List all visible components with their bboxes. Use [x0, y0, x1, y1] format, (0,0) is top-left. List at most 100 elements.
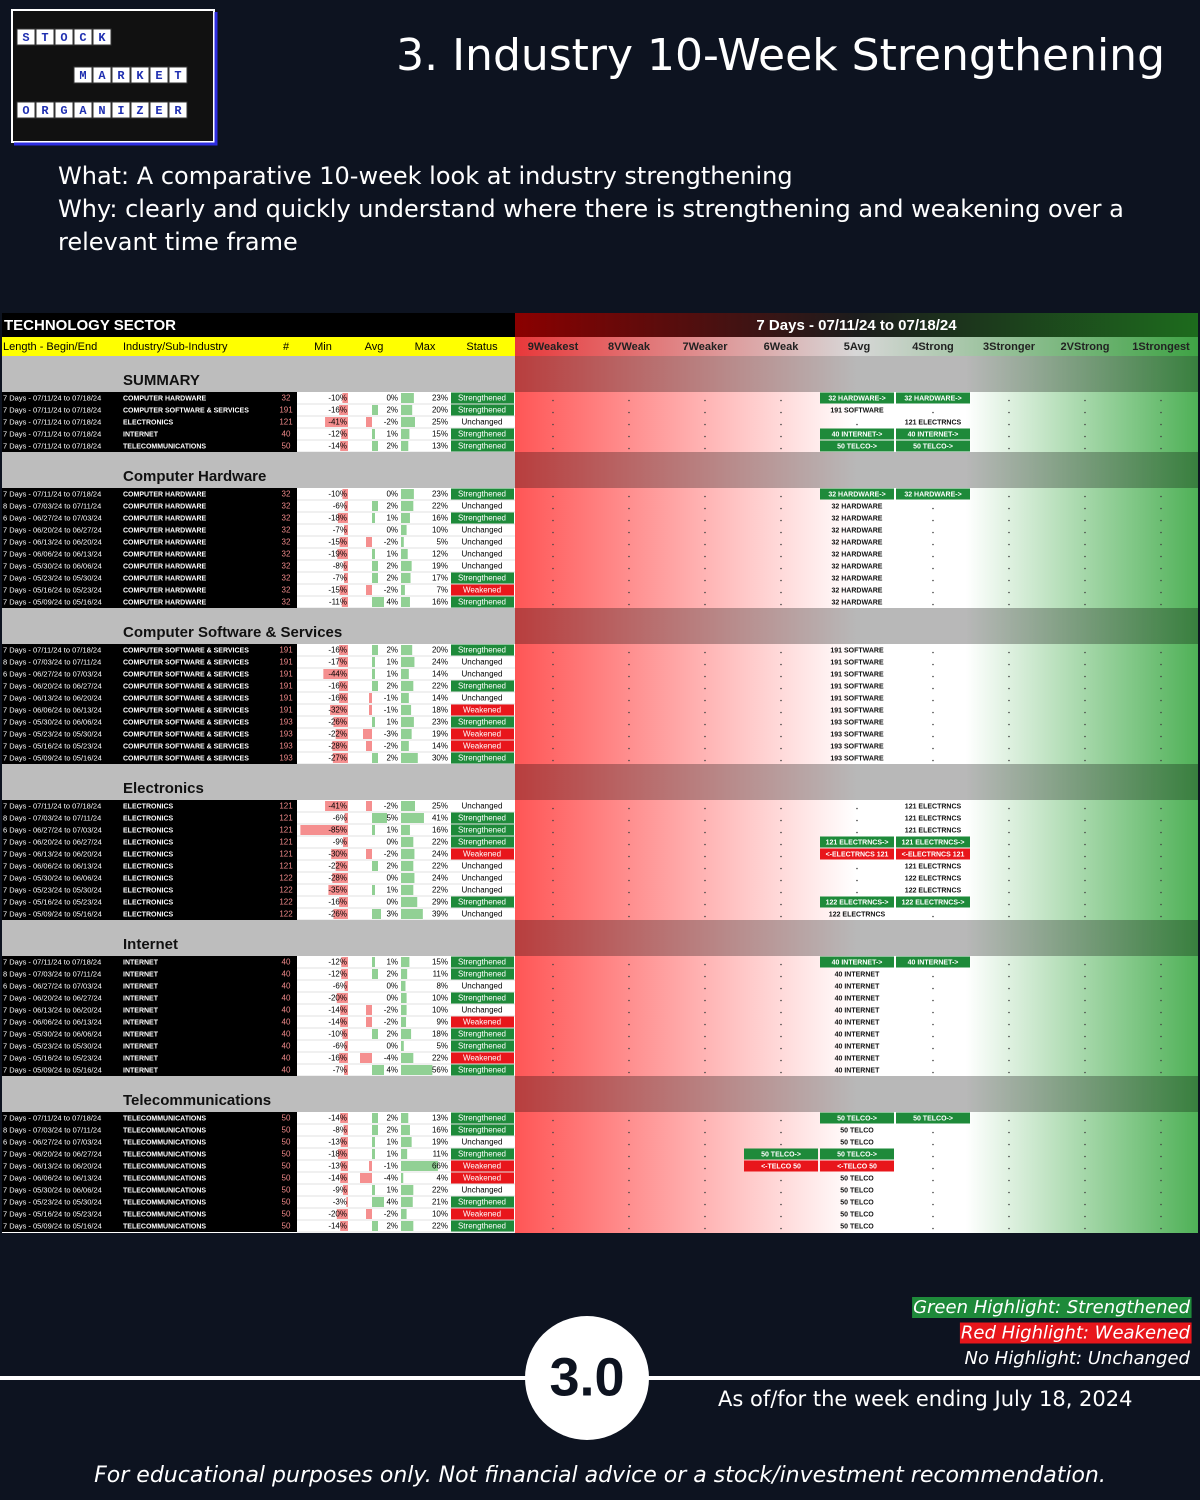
row-label-bg — [2, 404, 297, 416]
row-max: 10% — [432, 1210, 448, 1219]
min-bar — [343, 561, 348, 571]
cell-dot — [704, 1143, 706, 1146]
strength-cell: 50 TELCO-> — [761, 1151, 801, 1158]
row-min: -19% — [328, 550, 347, 559]
cell-highlight — [820, 392, 894, 404]
max-bar — [401, 957, 410, 967]
row-avg: 0% — [386, 526, 398, 535]
strength-cell: 50 TELCO — [840, 1139, 874, 1146]
cell-dot — [552, 1155, 554, 1158]
cell-highlight — [820, 440, 894, 452]
row-status: Unchanged — [462, 562, 503, 571]
cell-dot — [628, 1047, 630, 1050]
row-status: Weakened — [463, 586, 501, 595]
strength-cell: 32 HARDWARE-> — [828, 491, 885, 498]
cell-dot — [704, 843, 706, 846]
cell-dot — [628, 567, 630, 570]
cell-dot — [1084, 1071, 1086, 1074]
cell-dot — [628, 1155, 630, 1158]
cell-dot — [628, 435, 630, 438]
row-count: 32 — [282, 574, 291, 583]
cell-dot — [552, 675, 554, 678]
row-min: -20% — [328, 1210, 347, 1219]
section-band-right — [515, 356, 1198, 392]
cell-dot — [1008, 1215, 1010, 1218]
status-fill — [451, 584, 514, 596]
row-industry: COMPUTER SOFTWARE & SERVICES — [123, 671, 249, 678]
row-industry: ELECTRONICS — [123, 839, 174, 846]
avg-bar — [372, 753, 378, 763]
min-bar — [342, 1029, 348, 1039]
min-bar — [340, 1017, 348, 1027]
avg-bar — [372, 549, 375, 559]
cell-dot — [628, 807, 630, 810]
cell-dot — [932, 711, 934, 714]
row-max: 39% — [432, 910, 448, 919]
row-length: 7 Days - 06/20/24 to 06/27/24 — [3, 1149, 102, 1158]
cell-dot — [1008, 843, 1010, 846]
row-avg: 1% — [386, 1186, 398, 1195]
section-title: SUMMARY — [123, 372, 200, 389]
cell-dot — [704, 495, 706, 498]
row-max: 18% — [432, 1030, 448, 1039]
cell-dot — [1008, 1131, 1010, 1134]
row-count: 122 — [279, 874, 293, 883]
cell-dot — [1160, 1167, 1162, 1170]
row-label-bg — [2, 584, 297, 596]
min-bar — [340, 441, 348, 451]
row-avg: 2% — [386, 862, 398, 871]
cell-dot — [780, 423, 782, 426]
avg-bar — [366, 1005, 372, 1015]
cell-dot — [1084, 1167, 1086, 1170]
cell-dot — [628, 723, 630, 726]
strength-cell: 32 HARDWARE-> — [904, 395, 961, 402]
row-avg: 2% — [386, 1222, 398, 1231]
cell-dot — [932, 519, 934, 522]
row-avg: 4% — [386, 598, 398, 607]
row-length: 7 Days - 07/11/24 to 07/18/24 — [3, 489, 101, 498]
row-count: 50 — [282, 1114, 291, 1123]
status-fill — [451, 1052, 514, 1064]
row-max: 23% — [432, 718, 448, 727]
row-status: Unchanged — [462, 862, 503, 871]
row-max: 22% — [432, 1186, 448, 1195]
cell-dot — [704, 1167, 706, 1170]
row-count: 40 — [282, 1066, 291, 1075]
cell-dot — [704, 915, 706, 918]
min-bar — [344, 1065, 348, 1075]
cell-dot — [1084, 879, 1086, 882]
row-min: -10% — [328, 490, 347, 499]
section-band — [2, 356, 515, 392]
strength-cell: 50 TELCO — [840, 1211, 874, 1218]
cell-dot — [932, 1227, 934, 1230]
status-fill — [451, 992, 514, 1004]
cell-dot — [1084, 591, 1086, 594]
min-bar — [344, 573, 348, 583]
max-bar — [401, 513, 410, 523]
row-min: -22% — [328, 862, 347, 871]
row-avg: 2% — [386, 442, 398, 451]
row-max: 30% — [432, 754, 448, 763]
min-bar — [339, 585, 348, 595]
strength-cell: 191 SOFTWARE — [830, 671, 884, 678]
max-bar — [401, 1137, 412, 1147]
row-label-bg — [2, 668, 297, 680]
row-status: Strengthened — [458, 898, 506, 907]
row-max: 10% — [432, 1006, 448, 1015]
cell-dot — [1160, 543, 1162, 546]
row-label-bg — [2, 512, 297, 524]
cell-dot — [552, 1215, 554, 1218]
cell-dot — [1008, 819, 1010, 822]
max-bar — [401, 1185, 414, 1195]
avg-bar — [372, 501, 378, 511]
header-left — [2, 313, 515, 337]
cell-dot — [1160, 567, 1162, 570]
max-bar — [401, 645, 413, 655]
row-industry: INTERNET — [123, 1067, 159, 1074]
row-length: 7 Days - 06/13/24 to 06/20/24 — [3, 1161, 102, 1170]
strength-cell: 121 ELECTRNCS — [905, 419, 962, 426]
row-status: Strengthened — [458, 490, 506, 499]
min-bar — [340, 1173, 348, 1183]
row-status: Unchanged — [462, 694, 503, 703]
cell-dot — [552, 747, 554, 750]
